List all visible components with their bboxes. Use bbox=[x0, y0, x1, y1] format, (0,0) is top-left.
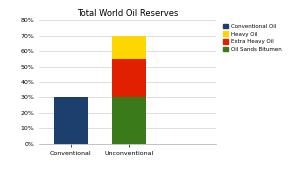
Bar bbox=[112, 36, 146, 59]
Legend: Conventional Oil, Heavy Oil, Extra Heavy Oil, Oil Sands Bitumen: Conventional Oil, Heavy Oil, Extra Heavy… bbox=[222, 23, 282, 53]
Bar bbox=[112, 97, 146, 144]
Title: Total World Oil Reserves: Total World Oil Reserves bbox=[77, 9, 178, 18]
Bar bbox=[112, 59, 146, 97]
Bar bbox=[53, 97, 88, 144]
